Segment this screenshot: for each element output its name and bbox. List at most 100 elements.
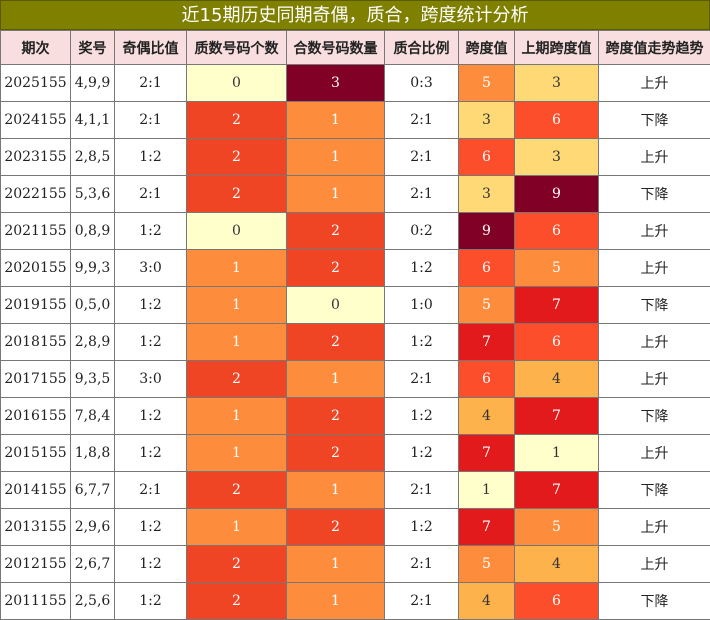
header-prime-composite-ratio: 质合比例 xyxy=(385,31,459,65)
stats-table: 期次 奖号 奇偶比值 质数号码个数 合数号码数量 质合比例 跨度值 上期跨度值 … xyxy=(0,30,710,620)
odd-even-cell: 1:2 xyxy=(115,213,187,250)
prime-composite-ratio-cell: 2:1 xyxy=(385,472,459,509)
numbers-cell: 2,8,5 xyxy=(71,139,115,176)
prime-composite-ratio-cell: 1:0 xyxy=(385,287,459,324)
header-period: 期次 xyxy=(1,31,71,65)
composite-count-cell: 1 xyxy=(287,139,385,176)
prime-count-cell: 2 xyxy=(187,472,287,509)
numbers-cell: 5,3,6 xyxy=(71,176,115,213)
prime-composite-ratio-cell: 2:1 xyxy=(385,361,459,398)
prev-span-cell: 3 xyxy=(515,139,599,176)
prime-count-cell: 2 xyxy=(187,139,287,176)
composite-count-cell: 1 xyxy=(287,546,385,583)
prime-count-cell: 1 xyxy=(187,435,287,472)
prime-composite-ratio-cell: 1:2 xyxy=(385,250,459,287)
prime-composite-ratio-cell: 2:1 xyxy=(385,546,459,583)
prime-count-cell: 1 xyxy=(187,287,287,324)
composite-count-cell: 2 xyxy=(287,324,385,361)
period-cell: 2016155 xyxy=(1,398,71,435)
prev-span-cell: 7 xyxy=(515,398,599,435)
trend-cell: 下降 xyxy=(599,176,710,213)
composite-count-cell: 2 xyxy=(287,435,385,472)
period-cell: 2019155 xyxy=(1,287,71,324)
trend-cell: 下降 xyxy=(599,287,710,324)
prev-span-cell: 4 xyxy=(515,546,599,583)
period-cell: 2018155 xyxy=(1,324,71,361)
composite-count-cell: 0 xyxy=(287,287,385,324)
odd-even-cell: 1:2 xyxy=(115,583,187,620)
prev-span-cell: 3 xyxy=(515,65,599,102)
period-cell: 2015155 xyxy=(1,435,71,472)
prev-span-cell: 1 xyxy=(515,435,599,472)
prev-span-cell: 6 xyxy=(515,213,599,250)
composite-count-cell: 2 xyxy=(287,398,385,435)
header-composite-count: 合数号码数量 xyxy=(287,31,385,65)
composite-count-cell: 1 xyxy=(287,583,385,620)
period-cell: 2017155 xyxy=(1,361,71,398)
numbers-cell: 7,8,4 xyxy=(71,398,115,435)
period-cell: 2022155 xyxy=(1,176,71,213)
prime-composite-ratio-cell: 0:3 xyxy=(385,65,459,102)
span-cell: 3 xyxy=(459,102,515,139)
prime-composite-ratio-cell: 2:1 xyxy=(385,583,459,620)
span-cell: 5 xyxy=(459,287,515,324)
trend-cell: 上升 xyxy=(599,65,710,102)
period-cell: 2011155 xyxy=(1,583,71,620)
header-row: 期次 奖号 奇偶比值 质数号码个数 合数号码数量 质合比例 跨度值 上期跨度值 … xyxy=(1,31,710,65)
span-cell: 4 xyxy=(459,583,515,620)
composite-count-cell: 1 xyxy=(287,361,385,398)
trend-cell: 下降 xyxy=(599,102,710,139)
period-cell: 2021155 xyxy=(1,213,71,250)
header-odd-even: 奇偶比值 xyxy=(115,31,187,65)
prev-span-cell: 9 xyxy=(515,176,599,213)
trend-cell: 上升 xyxy=(599,435,710,472)
prime-count-cell: 1 xyxy=(187,324,287,361)
span-cell: 4 xyxy=(459,398,515,435)
odd-even-cell: 1:2 xyxy=(115,139,187,176)
composite-count-cell: 1 xyxy=(287,472,385,509)
odd-even-cell: 1:2 xyxy=(115,435,187,472)
odd-even-cell: 1:2 xyxy=(115,546,187,583)
prime-count-cell: 2 xyxy=(187,583,287,620)
odd-even-cell: 2:1 xyxy=(115,65,187,102)
numbers-cell: 2,6,7 xyxy=(71,546,115,583)
numbers-cell: 9,9,3 xyxy=(71,250,115,287)
prev-span-cell: 4 xyxy=(515,361,599,398)
composite-count-cell: 1 xyxy=(287,102,385,139)
span-cell: 7 xyxy=(459,435,515,472)
numbers-cell: 9,3,5 xyxy=(71,361,115,398)
prime-count-cell: 2 xyxy=(187,361,287,398)
prime-composite-ratio-cell: 1:2 xyxy=(385,435,459,472)
header-span: 跨度值 xyxy=(459,31,515,65)
prime-composite-ratio-cell: 0:2 xyxy=(385,213,459,250)
trend-cell: 下降 xyxy=(599,583,710,620)
prev-span-cell: 7 xyxy=(515,472,599,509)
numbers-cell: 2,9,6 xyxy=(71,509,115,546)
numbers-cell: 1,8,8 xyxy=(71,435,115,472)
numbers-cell: 2,8,9 xyxy=(71,324,115,361)
composite-count-cell: 3 xyxy=(287,65,385,102)
odd-even-cell: 2:1 xyxy=(115,472,187,509)
composite-count-cell: 1 xyxy=(287,176,385,213)
numbers-cell: 6,7,7 xyxy=(71,472,115,509)
span-cell: 6 xyxy=(459,250,515,287)
period-cell: 2014155 xyxy=(1,472,71,509)
odd-even-cell: 1:2 xyxy=(115,398,187,435)
header-prime-count: 质数号码个数 xyxy=(187,31,287,65)
header-prev-span: 上期跨度值 xyxy=(515,31,599,65)
prime-count-cell: 1 xyxy=(187,509,287,546)
prime-count-cell: 2 xyxy=(187,546,287,583)
span-cell: 5 xyxy=(459,546,515,583)
trend-cell: 上升 xyxy=(599,509,710,546)
odd-even-cell: 1:2 xyxy=(115,509,187,546)
trend-cell: 上升 xyxy=(599,213,710,250)
composite-count-cell: 2 xyxy=(287,250,385,287)
